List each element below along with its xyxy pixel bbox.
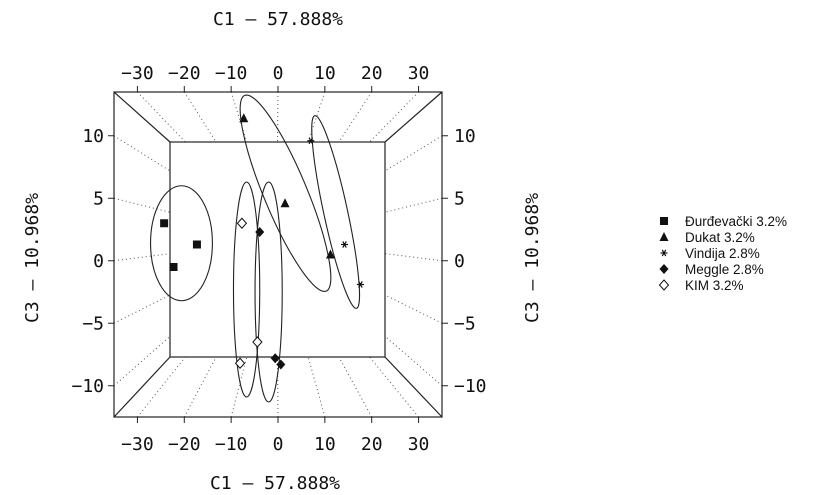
- x-tick-label-top: −30: [121, 63, 154, 84]
- group-ellipse: [232, 181, 261, 398]
- legend-label: Vindija 2.8%: [685, 246, 760, 261]
- grid-line: [384, 294, 443, 324]
- x-tick-label-bottom: 10: [314, 434, 336, 455]
- grid-line: [137, 356, 186, 418]
- x-tick-label-bottom: 20: [361, 434, 383, 455]
- data-points: [160, 113, 364, 370]
- grid-line: [277, 91, 279, 143]
- y-tick-label-left: 10: [82, 126, 104, 147]
- x-tick-label-top: 30: [408, 63, 430, 84]
- grid-line: [384, 335, 443, 387]
- group-ellipse: [311, 115, 361, 309]
- legend: Đurđevački 3.2%Dukat 3.2%Vindija 2.8%Meg…: [658, 214, 787, 293]
- grid-line: [338, 356, 373, 418]
- y-tick-label-right: −10: [454, 376, 487, 397]
- legend-marker: [659, 264, 669, 274]
- data-point: [169, 263, 178, 271]
- grid-line: [183, 91, 217, 143]
- grid-line: [369, 356, 419, 418]
- x-tick-label-bottom: 0: [273, 434, 284, 455]
- y-tick-label-right: 0: [454, 251, 465, 272]
- y-tick-label-left: −10: [71, 376, 104, 397]
- group-ellipses: [149, 94, 361, 403]
- corner-edge: [113, 356, 171, 418]
- group-ellipse: [254, 181, 283, 403]
- grid-line: [384, 135, 443, 172]
- x-axis-title-top: C1 – 57.888%: [213, 9, 343, 30]
- grid-line: [307, 356, 326, 418]
- grid-line: [113, 335, 171, 387]
- legend-label: KIM 3.2%: [685, 278, 744, 293]
- y-tick-label-left: 0: [93, 251, 104, 272]
- grid-line: [384, 253, 443, 262]
- grid-line: [384, 197, 443, 213]
- x-tick-label-top: −10: [215, 63, 248, 84]
- data-point: [276, 359, 286, 370]
- y-axis-title-right: C3 – 10.968%: [522, 193, 543, 323]
- y-tick-label-right: 5: [454, 188, 465, 209]
- asterisk-stroke: [358, 281, 363, 288]
- x-tick-label-bottom: −30: [121, 434, 154, 455]
- y-tick-label-left: 5: [93, 188, 104, 209]
- legend-marker: [659, 232, 669, 241]
- data-point: [356, 281, 364, 288]
- corner-edge: [113, 91, 171, 143]
- data-point: [234, 357, 246, 369]
- asterisk-stroke: [308, 137, 314, 145]
- grid-line: [338, 91, 373, 143]
- legend-marker: [658, 279, 670, 291]
- axis-ticks: −30 −30 −20 −20 −10 −10 0 0 10 10 20 20 30 30 −10 −10 −5…: [71, 63, 486, 455]
- data-point: [280, 198, 290, 208]
- data-point: [252, 336, 263, 348]
- data-point: [236, 217, 248, 229]
- y-axis-title-left: C3 – 10.968%: [22, 193, 43, 323]
- legend-marker: [660, 249, 668, 257]
- data-point: [341, 241, 349, 248]
- x-tick-label-top: 20: [361, 63, 383, 84]
- asterisk-stroke: [661, 249, 667, 257]
- grid-line: [113, 197, 171, 213]
- legend-marker: [660, 217, 668, 225]
- data-point: [160, 219, 169, 228]
- x-tick-label-top: 10: [314, 63, 336, 84]
- x-tick-label-top: 0: [273, 63, 284, 84]
- data-point: [307, 137, 315, 145]
- chart-grid: [113, 91, 443, 418]
- group-ellipse: [149, 185, 213, 302]
- legend-label: Đurđevački 3.2%: [685, 214, 787, 229]
- x-tick-label-bottom: −20: [168, 434, 201, 455]
- grid-line: [113, 253, 171, 262]
- data-point: [325, 249, 335, 259]
- grid-line: [183, 356, 217, 418]
- y-tick-label-right: 10: [454, 126, 476, 147]
- data-point: [239, 113, 249, 123]
- asterisk-stroke: [342, 241, 347, 248]
- corner-edge: [384, 356, 443, 418]
- x-tick-label-top: −20: [168, 63, 201, 84]
- grid-line: [307, 91, 326, 143]
- x-axis-title-bottom: C1 – 57.888%: [210, 473, 340, 494]
- grid-line: [113, 294, 171, 324]
- group-ellipse: [239, 94, 332, 293]
- legend-label: Meggle 2.8%: [685, 262, 764, 277]
- data-point: [192, 240, 201, 249]
- data-point: [270, 353, 280, 364]
- data-point: [255, 227, 265, 237]
- x-tick-label-bottom: 30: [408, 434, 430, 455]
- y-tick-label-right: −5: [454, 313, 476, 334]
- corner-edge: [384, 91, 443, 143]
- grid-line: [113, 135, 171, 172]
- y-tick-label-left: −5: [82, 313, 104, 334]
- inner-frame: [169, 141, 386, 358]
- x-tick-label-bottom: −10: [215, 434, 248, 455]
- legend-label: Dukat 3.2%: [685, 230, 755, 245]
- grid-line: [230, 91, 248, 143]
